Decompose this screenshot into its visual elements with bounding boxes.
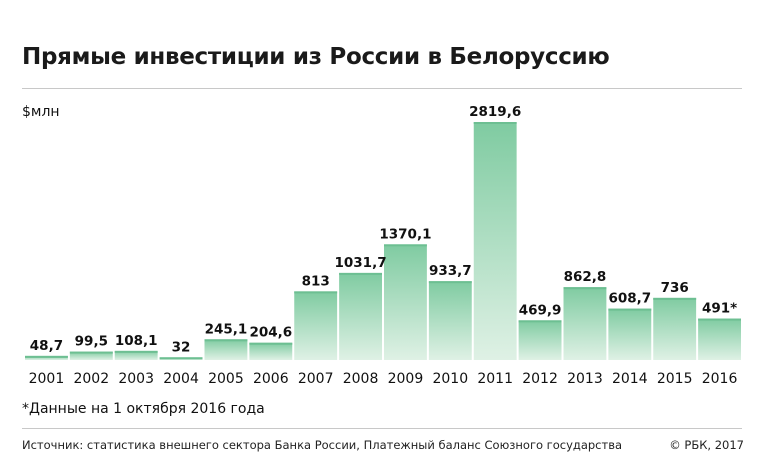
bar-top-edge-2003	[114, 350, 158, 353]
bar-top-edge-2015	[653, 297, 697, 300]
x-tick-labels-group: 2001 2002 2003 2004 2005 2006 2007 2008 2009 2010…	[29, 371, 738, 387]
bar-top-edge-2013	[563, 287, 607, 290]
x-tick-label-2005: 2005	[208, 371, 244, 387]
title-divider	[22, 88, 742, 89]
data-label-2003: 108,1	[115, 333, 158, 349]
data-label-2013: 862,8	[564, 269, 607, 285]
bar-2010	[428, 281, 472, 360]
x-tick-label-2007: 2007	[298, 371, 334, 387]
bar-top-edge-2005	[204, 339, 248, 342]
data-label-2010: 933,7	[429, 263, 472, 279]
bar-top-edge-2010	[428, 281, 472, 284]
bar-2009	[384, 244, 427, 360]
x-tick-label-2006: 2006	[253, 371, 289, 387]
copyright-text: © РБК, 2017	[669, 438, 744, 452]
x-tick-label-2001: 2001	[29, 371, 65, 387]
source-text: Источник: статистика внешнего сектора Ба…	[22, 438, 623, 452]
x-tick-label-2012: 2012	[522, 371, 558, 387]
x-tick-label-2013: 2013	[567, 371, 603, 387]
bar-top-edge-2007	[294, 291, 338, 294]
bar-2011	[473, 122, 517, 360]
x-tick-label-2002: 2002	[73, 371, 109, 387]
bar-top-edge-2008	[339, 272, 382, 275]
x-tick-label-2003: 2003	[118, 371, 154, 387]
y-axis-unit-label: $млн	[22, 104, 60, 120]
bar-2007	[294, 291, 338, 360]
data-label-2008: 1031,7	[335, 255, 387, 271]
data-label-2012: 469,9	[519, 302, 562, 318]
bar-top-edge-2014	[608, 308, 652, 311]
bar-top-edge-2001	[25, 355, 68, 358]
x-tick-label-2004: 2004	[163, 371, 199, 387]
footnote: *Данные на 1 октября 2016 года	[22, 401, 265, 417]
data-label-2015: 736	[661, 280, 689, 296]
data-label-2002: 99,5	[75, 334, 108, 350]
chart-title: Прямые инвестиции из России в Белоруссию	[22, 44, 610, 70]
data-labels-group: 48,7 99,5 108,1 32 245,1 204,6 813 1031,7 1370,1…	[30, 104, 737, 355]
x-tick-label-2011: 2011	[477, 371, 513, 387]
bar-top-edge-2004	[159, 357, 203, 360]
data-label-2014: 608,7	[608, 291, 651, 307]
bar-2013	[563, 287, 607, 360]
bar-top-edge-2006	[249, 342, 293, 345]
x-tick-label-2009: 2009	[388, 371, 424, 387]
data-label-2009: 1370,1	[379, 226, 431, 242]
bar-2002	[69, 351, 113, 360]
data-label-2005: 245,1	[205, 321, 248, 337]
bar-2001	[25, 355, 68, 360]
bar-2008	[339, 272, 382, 360]
data-label-2011: 2819,6	[469, 104, 521, 120]
bars-group	[25, 122, 741, 360]
bar-top-edge-2012	[518, 320, 562, 323]
x-tick-label-2010: 2010	[432, 371, 468, 387]
x-tick-label-2016: 2016	[702, 371, 738, 387]
bar-top-edge-2016	[698, 318, 741, 321]
data-label-2004: 32	[172, 339, 191, 355]
bar-2006	[249, 342, 293, 360]
data-label-2007: 813	[302, 273, 330, 289]
bar-2015	[653, 297, 697, 360]
data-label-2001: 48,7	[30, 338, 63, 354]
bar-top-edge-2009	[384, 244, 427, 247]
data-label-2006: 204,6	[249, 325, 292, 341]
bar-2012	[518, 320, 562, 360]
bar-2003	[114, 350, 158, 360]
bar-2014	[608, 308, 652, 360]
footer-divider	[22, 428, 742, 429]
bar-top-edge-2011	[473, 122, 517, 124]
x-tick-label-2015: 2015	[657, 371, 693, 387]
x-tick-label-2008: 2008	[343, 371, 379, 387]
bar-top-edge-2002	[69, 351, 113, 354]
x-tick-label-2014: 2014	[612, 371, 648, 387]
bar-2016	[698, 318, 741, 360]
bar-2005	[204, 339, 248, 360]
data-label-2016: 491*	[702, 301, 737, 317]
